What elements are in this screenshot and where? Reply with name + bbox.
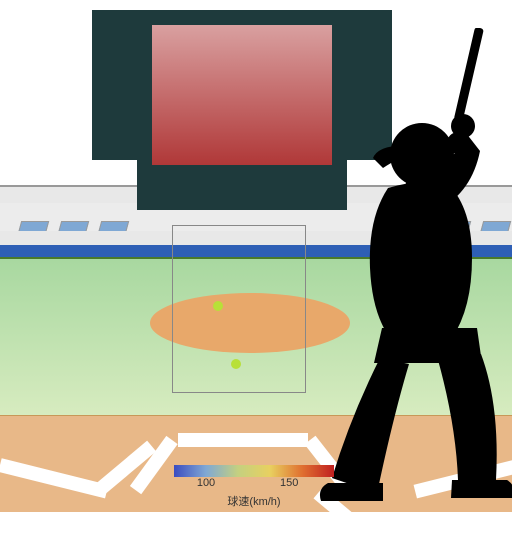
batter-silhouette [310, 28, 512, 503]
scene: 100 150 球速(km/h) [0, 0, 512, 512]
pitch-marker [213, 301, 223, 311]
pitch-marker [231, 359, 241, 369]
speed-legend: 100 150 球速(km/h) [174, 465, 334, 509]
scoreboard-screen [152, 25, 332, 165]
plate-line [178, 433, 308, 447]
legend-tick: 100 [197, 477, 215, 489]
legend-label: 球速(km/h) [174, 493, 334, 509]
legend-tick: 150 [280, 477, 298, 489]
legend-ticks: 100 150 [174, 477, 334, 491]
legend-gradient-bar [174, 465, 334, 477]
